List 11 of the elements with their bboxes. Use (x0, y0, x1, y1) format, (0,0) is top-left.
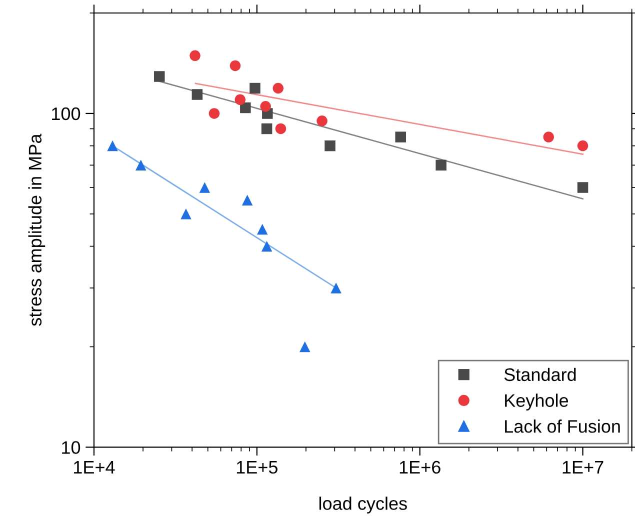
x-tick-label: 1E+7 (562, 461, 604, 474)
legend-label: Lack of Fusion (505, 420, 620, 433)
y-tick-label: 10 (62, 441, 80, 454)
legend-label: Standard (504, 368, 576, 382)
x-axis-title: load cycles (319, 496, 407, 514)
y-tick-label: 100 (52, 107, 80, 120)
legend-label: Keyhole (505, 394, 568, 411)
x-tick-label: 1E+4 (74, 461, 115, 474)
x-tick-label: 1E+5 (236, 461, 278, 474)
x-tick-label: 1E+6 (400, 460, 440, 474)
y-axis-title: stress amplitude in MPa (28, 134, 46, 326)
